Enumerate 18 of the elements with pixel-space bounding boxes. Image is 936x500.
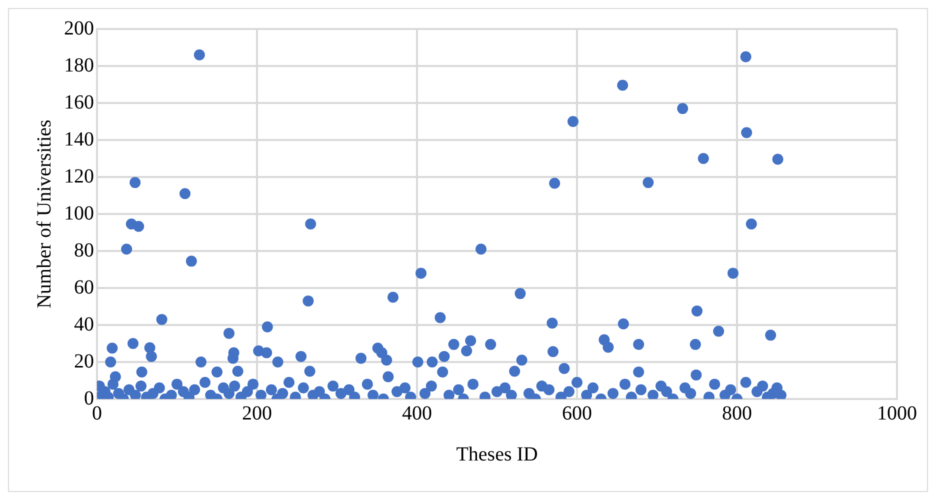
x-tick-label: 1000 (877, 402, 917, 424)
y-tick-label: 200 (64, 17, 94, 40)
y-tick-label: 140 (64, 128, 94, 150)
y-axis-title: Number of Universities (33, 119, 56, 308)
y-tick-label: 180 (64, 54, 94, 76)
x-tick-label: 200 (242, 402, 272, 424)
y-tick-label: 120 (64, 165, 94, 188)
y-tick-label: 80 (74, 239, 94, 262)
y-tick-label: 160 (64, 91, 94, 114)
y-tick-label: 20 (74, 350, 94, 372)
y-tick-label: 0 (84, 387, 94, 410)
x-tick-label: 600 (562, 402, 592, 424)
x-tick-label: 800 (722, 402, 752, 424)
y-tick-label: 60 (74, 276, 94, 298)
y-tick-label: 40 (74, 313, 94, 336)
y-tick-label: 100 (64, 202, 94, 224)
x-axis-title: Theses ID (456, 443, 538, 466)
x-tick-label: 400 (402, 402, 432, 424)
